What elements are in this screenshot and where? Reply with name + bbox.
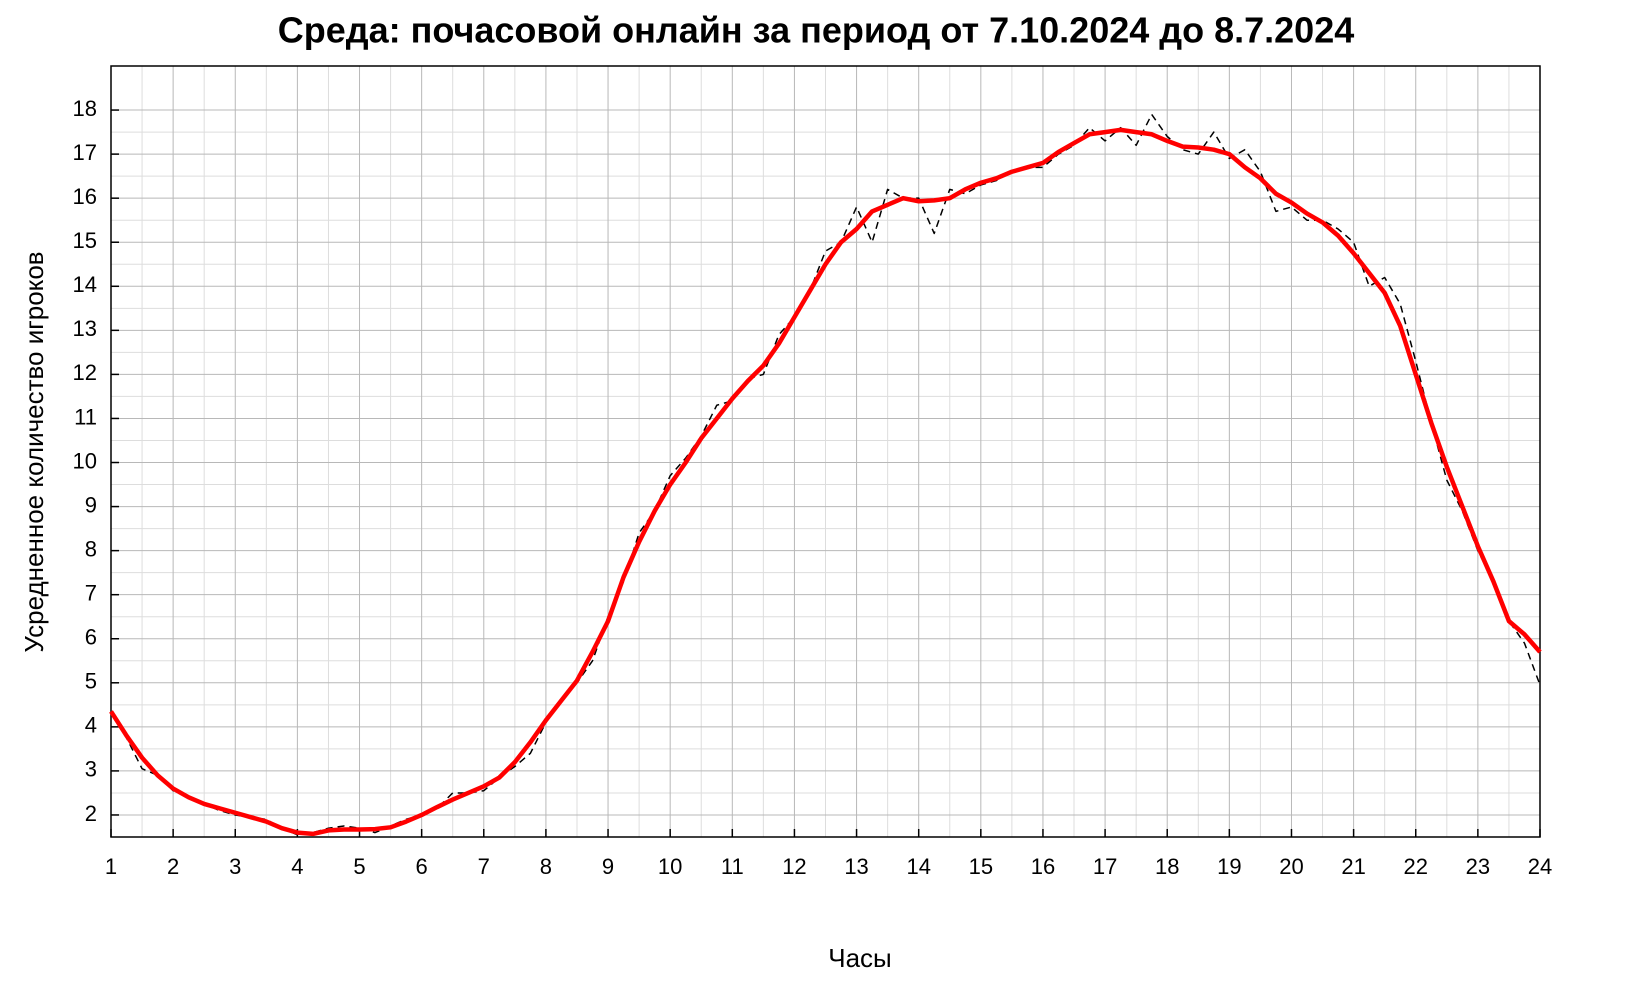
x-tick-label: 8 <box>540 854 552 879</box>
y-tick-label: 4 <box>85 713 97 738</box>
x-axis-label: Часы <box>828 943 891 973</box>
x-tick-label: 24 <box>1528 854 1552 879</box>
x-tick-label: 6 <box>416 854 428 879</box>
x-tick-label: 16 <box>1031 854 1055 879</box>
x-tick-label: 23 <box>1466 854 1490 879</box>
y-tick-label: 3 <box>85 757 97 782</box>
y-axis-label: Усредненное количество игроков <box>19 251 49 652</box>
y-tick-label: 8 <box>85 536 97 561</box>
x-tick-label: 7 <box>478 854 490 879</box>
plot-frame <box>110 65 1541 838</box>
x-tick-label: 2 <box>167 854 179 879</box>
y-tick-label: 10 <box>73 448 97 473</box>
y-tick-label: 14 <box>73 272 97 297</box>
series-line <box>109 127 1542 837</box>
x-tick-label: 4 <box>291 854 303 879</box>
x-tick-label: 17 <box>1093 854 1117 879</box>
y-tick-label: 2 <box>85 801 97 826</box>
y-tick-label: 13 <box>73 316 97 341</box>
x-tick-label: 11 <box>721 854 744 879</box>
x-tick-label: 20 <box>1279 854 1303 879</box>
x-tick-label: 13 <box>844 854 868 879</box>
x-tick-label: 10 <box>658 854 682 879</box>
y-tick-label: 12 <box>73 360 97 385</box>
y-tick-label: 17 <box>73 140 97 165</box>
chart-title: Среда: почасовой онлайн за период от 7.1… <box>278 10 1354 51</box>
x-tick-label: 22 <box>1403 854 1427 879</box>
y-tick-label: 7 <box>85 580 97 605</box>
x-tick-label: 1 <box>105 854 117 879</box>
y-tick-label: 5 <box>85 669 97 694</box>
x-tick-label: 14 <box>906 854 930 879</box>
x-tick-label: 9 <box>602 854 614 879</box>
y-tick-label: 6 <box>85 625 97 650</box>
y-tick-label: 18 <box>73 96 97 121</box>
x-tick-label: 19 <box>1217 854 1241 879</box>
x-tick-label: 3 <box>229 854 241 879</box>
x-tick-label: 15 <box>969 854 993 879</box>
x-tick-label: 18 <box>1155 854 1179 879</box>
x-tick-label: 21 <box>1341 854 1365 879</box>
y-tick-label: 16 <box>73 184 97 209</box>
y-tick-label: 9 <box>85 492 97 517</box>
y-tick-label: 15 <box>73 228 97 253</box>
x-tick-label: 5 <box>353 854 365 879</box>
x-tick-label: 12 <box>782 854 806 879</box>
y-tick-label: 11 <box>74 404 97 429</box>
